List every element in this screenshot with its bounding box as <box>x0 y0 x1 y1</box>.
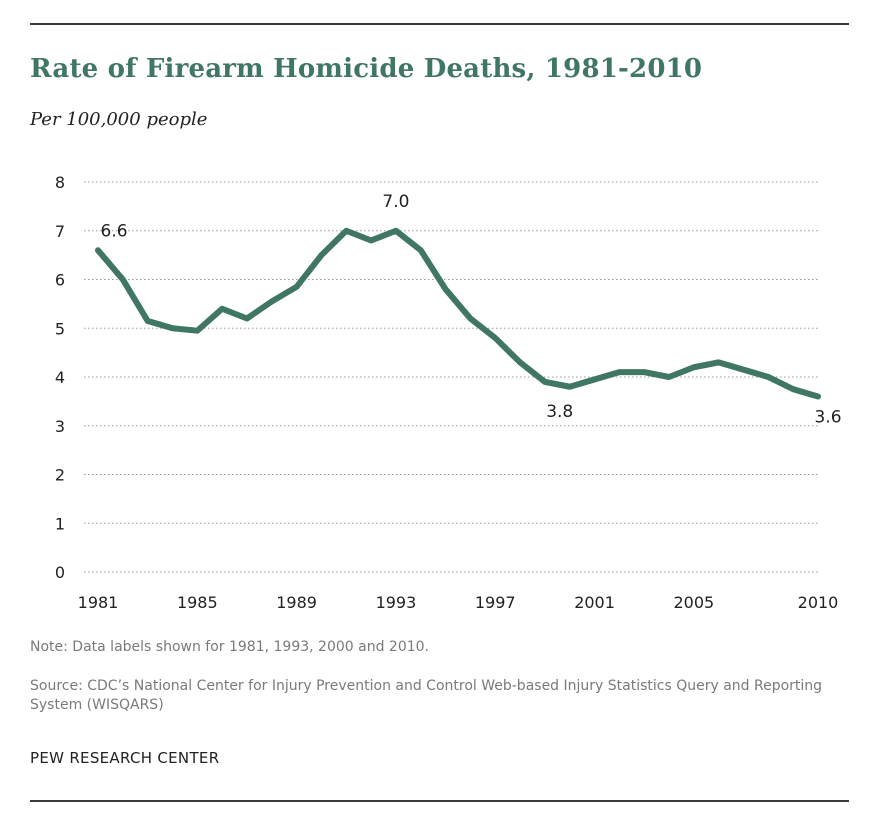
x-tick-label: 2001 <box>574 593 615 612</box>
y-tick-label: 0 <box>55 563 65 582</box>
chart-title: Rate of Firearm Homicide Deaths, 1981-20… <box>30 54 703 84</box>
top-rule <box>30 23 849 25</box>
x-tick-label: 2010 <box>798 593 839 612</box>
data-label-2000: 3.8 <box>546 402 573 422</box>
chart-source: Source: CDC’s National Center for Injury… <box>30 678 823 713</box>
data-label-2010: 3.6 <box>814 408 841 428</box>
y-tick-label: 2 <box>55 466 65 485</box>
y-tick-label: 3 <box>55 417 65 436</box>
y-tick-label: 4 <box>55 368 65 387</box>
brand-label: PEW RESEARCH CENTER <box>30 749 220 767</box>
x-tick-label: 1993 <box>376 593 417 612</box>
bottom-rule <box>30 800 849 802</box>
y-tick-label: 5 <box>55 319 65 338</box>
x-tick-label: 1981 <box>78 593 119 612</box>
chart-subtitle: Per 100,000 people <box>30 109 208 130</box>
data-label-1993: 7.0 <box>382 192 409 212</box>
data-label-1981: 6.6 <box>100 221 127 241</box>
y-tick-label: 6 <box>55 271 65 290</box>
y-tick-label: 8 <box>55 173 65 192</box>
y-tick-label: 7 <box>55 222 65 241</box>
x-tick-label: 1989 <box>276 593 317 612</box>
line-chart: 0 1 2 3 4 5 6 7 8 1981 1985 1989 1993 1997 2001 2005 201… <box>55 173 842 612</box>
x-tick-label: 1997 <box>475 593 516 612</box>
x-tick-label: 2005 <box>674 593 715 612</box>
series-line <box>95 227 821 400</box>
chart-note: Note: Data labels shown for 1981, 1993, … <box>30 639 429 655</box>
x-tick-label: 1985 <box>177 593 218 612</box>
y-tick-label: 1 <box>55 514 65 533</box>
